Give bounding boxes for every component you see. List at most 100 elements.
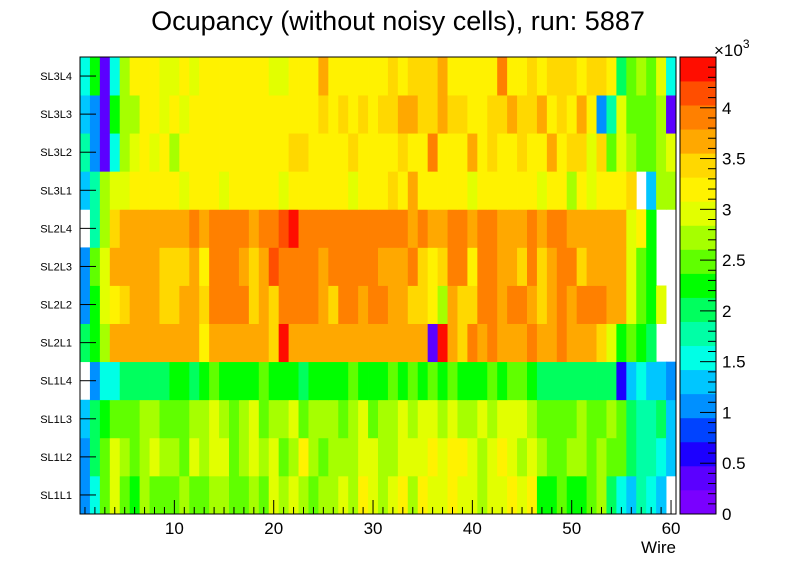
colorbar-swatch: [680, 273, 716, 298]
heatmap-cell: [238, 437, 250, 477]
heatmap-cell: [318, 95, 329, 134]
heatmap-cell: [427, 57, 438, 96]
heatmap-cell: [437, 171, 448, 210]
heatmap-cell: [497, 247, 508, 286]
heatmap-cell: [229, 285, 240, 324]
heatmap-cell: [437, 361, 448, 401]
heatmap-cell: [199, 361, 210, 401]
heatmap-cell: [636, 399, 647, 439]
heatmap-cell: [219, 57, 230, 96]
heatmap-cell: [656, 171, 667, 210]
heatmap-cell: [318, 323, 329, 363]
heatmap-cell: [477, 475, 488, 515]
heatmap-cell: [179, 399, 190, 439]
heatmap-cell: [447, 285, 458, 324]
heatmap-cell: [616, 95, 627, 134]
heatmap-cell: [576, 247, 587, 286]
heatmap-cell: [318, 399, 329, 439]
heatmap-cell: [576, 285, 587, 324]
heatmap-cell: [417, 437, 429, 477]
heatmap-cell: [338, 475, 349, 515]
heatmap-cell: [328, 323, 339, 363]
heatmap-cell: [387, 209, 399, 248]
heatmap-cell: [328, 475, 339, 515]
heatmap-cell: [457, 323, 468, 363]
heatmap-cell: [169, 475, 180, 515]
heatmap-cell: [219, 171, 230, 210]
heatmap-cell: [99, 247, 111, 286]
heatmap-cell: [646, 171, 657, 210]
heatmap-cell: [616, 209, 627, 248]
heatmap-cell: [358, 361, 369, 401]
heatmap-cell: [427, 247, 438, 286]
heatmap-cell: [596, 247, 607, 286]
heatmap-cell: [517, 323, 528, 363]
heatmap-cell: [268, 475, 280, 515]
heatmap-cell: [626, 361, 637, 401]
heatmap-cell: [606, 361, 617, 401]
heatmap-cell: [139, 133, 150, 172]
y-tick-label: SL3L1: [40, 185, 72, 197]
heatmap-cell: [596, 57, 607, 96]
heatmap-cell: [457, 437, 468, 477]
colorbar-tick-label: 2.5: [722, 251, 746, 270]
heatmap-cell: [248, 437, 260, 477]
heatmap-cell: [427, 209, 438, 248]
heatmap-cell: [546, 133, 558, 172]
heatmap-cell: [556, 57, 568, 96]
heatmap-cell: [328, 133, 339, 172]
heatmap-cell: [626, 323, 637, 363]
heatmap-cell: [586, 57, 597, 96]
heatmap-cell: [576, 361, 587, 401]
heatmap-cell: [229, 399, 240, 439]
heatmap-cell: [209, 95, 220, 134]
heatmap-cell: [199, 247, 210, 286]
heatmap-cell: [527, 437, 538, 477]
heatmap-cell: [417, 57, 429, 96]
heatmap-cell: [109, 209, 121, 248]
heatmap-cell: [248, 475, 260, 515]
heatmap-cell: [169, 133, 180, 172]
heatmap-cell: [397, 285, 409, 324]
heatmap-cell: [417, 247, 429, 286]
heatmap-cell: [566, 361, 578, 401]
heatmap-cell: [358, 57, 369, 96]
y-tick-label: SL3L2: [40, 147, 72, 159]
heatmap-cell: [427, 323, 438, 363]
heatmap-cell: [656, 437, 667, 477]
heatmap-cell: [109, 95, 121, 134]
heatmap-cell: [139, 247, 150, 286]
heatmap-cell: [546, 171, 558, 210]
heatmap-cell: [268, 285, 280, 324]
colorbar-tick-label: 1.5: [722, 353, 746, 372]
heatmap-cell: [517, 475, 528, 515]
heatmap-cell: [368, 437, 379, 477]
heatmap-cell: [129, 171, 140, 210]
heatmap-cell: [576, 475, 587, 515]
heatmap-cell: [109, 475, 121, 515]
heatmap-cell: [556, 285, 568, 324]
heatmap-cell: [248, 399, 260, 439]
heatmap-cell: [417, 475, 429, 515]
heatmap-cell: [586, 361, 597, 401]
heatmap-cell: [586, 95, 597, 134]
heatmap-cell: [566, 323, 578, 363]
heatmap-cell: [636, 247, 647, 286]
heatmap-cell: [288, 437, 299, 477]
heatmap-cell: [129, 95, 140, 134]
heatmap-cell: [646, 323, 657, 363]
heatmap-cell: [536, 399, 548, 439]
heatmap-cell: [199, 437, 210, 477]
heatmap-cell: [407, 437, 419, 477]
heatmap-cell: [566, 437, 578, 477]
heatmap-cell: [606, 95, 617, 134]
heatmap-cell: [119, 475, 131, 515]
heatmap-cell: [566, 95, 578, 134]
x-tick-label: 40: [463, 519, 482, 538]
heatmap-cell: [328, 209, 339, 248]
heatmap-cell: [487, 437, 498, 477]
heatmap-cell: [437, 133, 448, 172]
heatmap-cell: [457, 57, 468, 96]
heatmap-cell: [576, 209, 587, 248]
heatmap-cell: [278, 399, 289, 439]
